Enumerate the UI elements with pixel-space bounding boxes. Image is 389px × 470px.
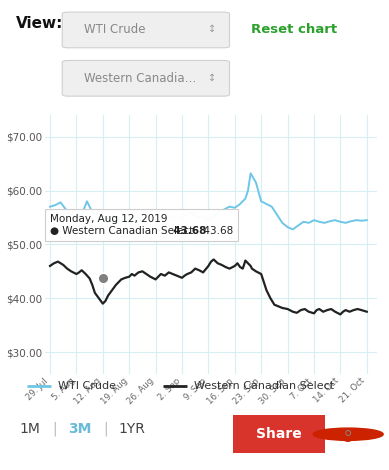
Circle shape xyxy=(313,428,383,440)
Text: Western Canadian Select: Western Canadian Select xyxy=(194,381,335,391)
Text: |: | xyxy=(53,422,57,436)
Text: ↕: ↕ xyxy=(208,73,216,83)
FancyBboxPatch shape xyxy=(62,12,230,48)
Text: ↕: ↕ xyxy=(208,24,216,34)
Text: |: | xyxy=(103,422,108,436)
Text: WTI Crude: WTI Crude xyxy=(84,23,145,36)
Text: Western Canadia…: Western Canadia… xyxy=(84,72,196,85)
Text: 1YR: 1YR xyxy=(119,422,145,436)
Text: ●: ● xyxy=(340,426,356,444)
Point xyxy=(100,274,106,282)
Text: 1M: 1M xyxy=(19,422,40,436)
Text: WTI Crude: WTI Crude xyxy=(58,381,116,391)
FancyBboxPatch shape xyxy=(62,61,230,96)
Text: ⚪: ⚪ xyxy=(343,428,353,441)
Text: Reset chart: Reset chart xyxy=(251,23,337,36)
Text: View:: View: xyxy=(16,16,63,31)
Text: Share: Share xyxy=(256,427,302,441)
Text: Monday, Aug 12, 2019
● Western Canadian Select:  43.68: Monday, Aug 12, 2019 ● Western Canadian … xyxy=(50,214,233,235)
FancyBboxPatch shape xyxy=(233,415,325,453)
Text: 43.68: 43.68 xyxy=(50,226,207,235)
Text: 3M: 3M xyxy=(68,422,91,436)
